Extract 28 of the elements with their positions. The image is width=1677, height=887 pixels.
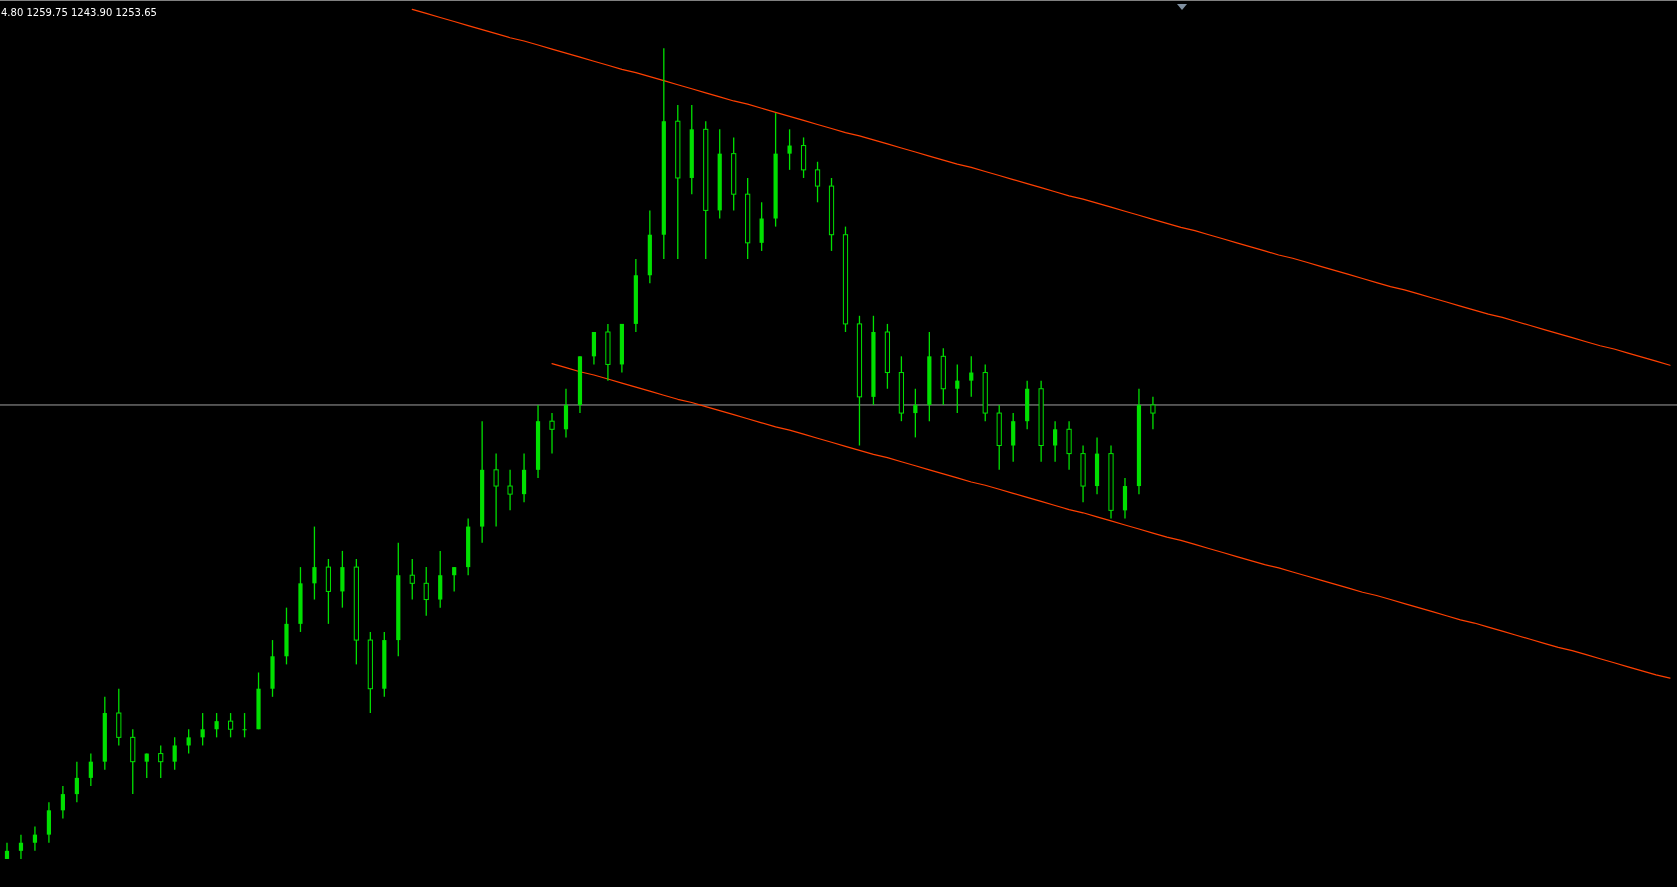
candlestick — [955, 363, 960, 414]
candlestick — [493, 452, 499, 528]
candlestick — [214, 712, 219, 739]
candlestick — [18, 833, 24, 860]
candlestick — [32, 825, 38, 852]
candlestick — [200, 712, 205, 747]
candlestick — [969, 355, 974, 398]
candlestick — [227, 712, 234, 739]
candlestick — [549, 412, 555, 455]
candlestick — [423, 566, 429, 617]
candlestick — [507, 469, 513, 512]
candlestick — [144, 752, 149, 779]
text: 4.80 1259.75 1243.90 1253.65 — [1, 7, 157, 18]
candlestick — [242, 712, 247, 739]
candlestick — [913, 388, 918, 439]
candlestick — [452, 566, 457, 593]
candlestick — [88, 752, 93, 787]
candlestick — [409, 558, 415, 601]
candlestick — [158, 744, 164, 779]
candlestick — [74, 761, 79, 803]
candlestick — [312, 525, 317, 601]
candlestick — [172, 736, 177, 771]
candlestick — [787, 128, 792, 171]
candlestick — [60, 785, 65, 820]
candlestick — [186, 728, 191, 755]
candlestick — [1053, 420, 1058, 463]
candlestick — [814, 161, 821, 203]
candlestick — [1150, 396, 1156, 430]
